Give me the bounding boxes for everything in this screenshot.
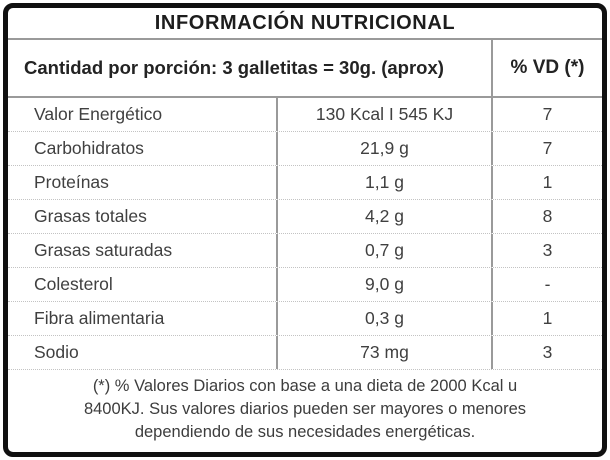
table-row-proteinas: Proteínas 1,1 g 1: [8, 166, 602, 200]
nutrient-amount: 73 mg: [276, 336, 491, 369]
table-row-fibra-alimentaria: Fibra alimentaria 0,3 g 1: [8, 302, 602, 336]
nutrient-name: Proteínas: [34, 172, 109, 192]
nutrient-name: Grasas saturadas: [34, 240, 173, 260]
daily-value-column-header: % VD (*): [491, 40, 602, 96]
nutrition-facts-panel: INFORMACIÓN NUTRICIONAL Cantidad por por…: [3, 3, 607, 457]
nutrient-name: Fibra alimentaria: [34, 308, 165, 328]
daily-values-footnote: (*) % Valores Diarios con base a una die…: [8, 370, 602, 452]
footnote-line: (*) % Valores Diarios con base a una die…: [92, 376, 518, 395]
nutrient-amount: 21,9 g: [276, 132, 491, 165]
nutrient-daily-value: 3: [491, 336, 602, 369]
table-row-grasas-saturadas: Grasas saturadas 0,7 g 3: [8, 234, 602, 268]
nutrient-amount: 0,3 g: [276, 302, 491, 335]
panel-title: INFORMACIÓN NUTRICIONAL: [154, 11, 456, 34]
nutrient-name: Valor Energético: [34, 104, 163, 124]
footnote-line: 8400KJ. Sus valores diarios pueden ser m…: [83, 399, 527, 418]
nutrient-daily-value: -: [491, 268, 602, 301]
serving-header-row: Cantidad por porción: 3 galletitas = 30g…: [8, 40, 602, 98]
nutrient-daily-value: 3: [491, 234, 602, 267]
panel-header: INFORMACIÓN NUTRICIONAL: [8, 8, 602, 40]
serving-size-text: Cantidad por porción: 3 galletitas = 30g…: [24, 57, 444, 78]
nutrient-name: Sodio: [34, 342, 79, 362]
nutrient-amount: 130 Kcal I 545 KJ: [276, 98, 491, 131]
nutrient-amount: 1,1 g: [276, 166, 491, 199]
table-row-grasas-totales: Grasas totales 4,2 g 8: [8, 200, 602, 234]
nutrient-daily-value: 8: [491, 200, 602, 233]
nutrient-daily-value: 1: [491, 302, 602, 335]
nutrient-name: Grasas totales: [34, 206, 147, 226]
table-row-valor-energetico: Valor Energético 130 Kcal I 545 KJ 7: [8, 98, 602, 132]
nutrient-daily-value: 7: [491, 132, 602, 165]
nutrient-daily-value: 7: [491, 98, 602, 131]
nutrient-amount: 0,7 g: [276, 234, 491, 267]
nutrient-daily-value: 1: [491, 166, 602, 199]
nutrient-amount: 9,0 g: [276, 268, 491, 301]
nutrient-name: Colesterol: [34, 274, 113, 294]
table-row-sodio: Sodio 73 mg 3: [8, 336, 602, 370]
table-row-colesterol: Colesterol 9,0 g -: [8, 268, 602, 302]
table-row-carbohidratos: Carbohidratos 21,9 g 7: [8, 132, 602, 166]
nutrient-amount: 4,2 g: [276, 200, 491, 233]
nutrient-name: Carbohidratos: [34, 138, 144, 158]
footnote-line: dependiendo de sus necesidades energétic…: [134, 422, 476, 441]
